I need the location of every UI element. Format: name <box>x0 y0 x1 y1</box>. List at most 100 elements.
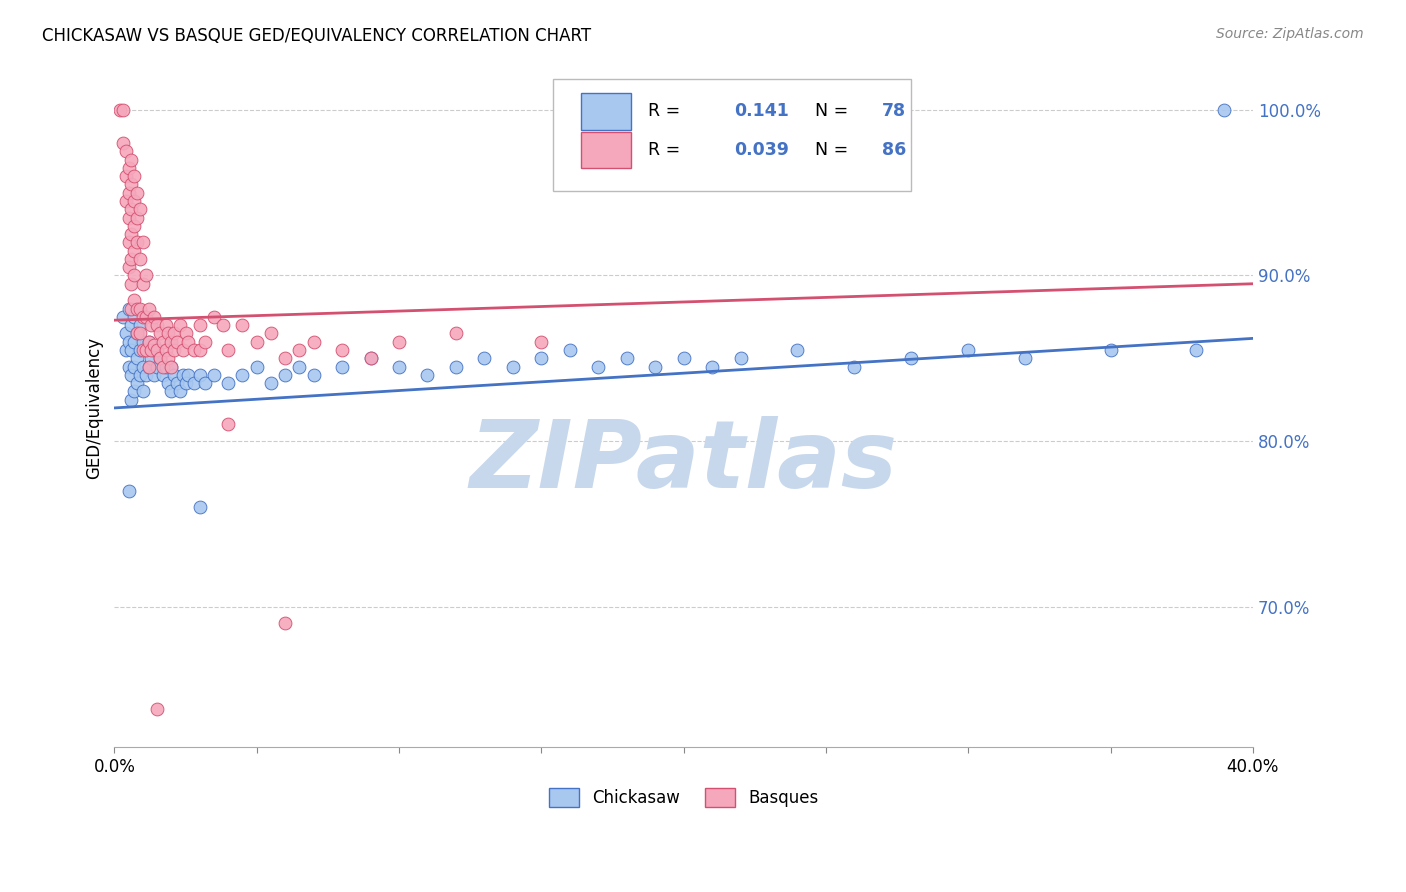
Point <box>132 384 155 399</box>
Point <box>330 359 353 374</box>
Point <box>124 384 146 399</box>
Point <box>160 334 183 349</box>
Point <box>127 351 149 366</box>
Point <box>132 334 155 349</box>
Point <box>135 268 157 283</box>
Text: R =: R = <box>648 103 692 120</box>
Point <box>188 343 211 357</box>
Point <box>1185 343 1208 357</box>
Point <box>117 483 139 498</box>
Point <box>157 326 180 341</box>
Point <box>149 351 172 366</box>
Point <box>129 326 152 341</box>
Point <box>121 368 143 382</box>
FancyBboxPatch shape <box>581 132 631 169</box>
Point <box>155 359 177 374</box>
Point <box>143 368 166 382</box>
Point <box>121 153 143 167</box>
Point <box>127 301 149 316</box>
Point <box>644 359 666 374</box>
Point <box>388 334 411 349</box>
Text: 86: 86 <box>882 141 905 159</box>
Text: 78: 78 <box>882 103 905 120</box>
Point <box>146 359 169 374</box>
Text: N =: N = <box>804 103 853 120</box>
Text: Source: ZipAtlas.com: Source: ZipAtlas.com <box>1216 27 1364 41</box>
Point <box>127 326 149 341</box>
Point <box>188 368 211 382</box>
Point <box>1099 343 1122 357</box>
Point <box>114 343 136 357</box>
Point <box>302 368 325 382</box>
Point <box>188 500 211 515</box>
Point <box>474 351 496 366</box>
Point <box>246 334 269 349</box>
Point <box>138 359 160 374</box>
Point <box>135 343 157 357</box>
Point <box>138 334 160 349</box>
Point <box>672 351 695 366</box>
Point <box>111 310 134 324</box>
Point <box>444 359 467 374</box>
Point <box>129 202 152 217</box>
Point <box>114 194 136 208</box>
Point <box>108 103 131 117</box>
Point <box>1213 103 1236 117</box>
Point <box>231 318 253 333</box>
Point <box>114 326 136 341</box>
Point <box>302 334 325 349</box>
Text: 0.039: 0.039 <box>734 141 789 159</box>
Point <box>616 351 638 366</box>
Point <box>117 260 139 275</box>
Point <box>530 351 553 366</box>
Point <box>149 326 172 341</box>
Point <box>177 334 200 349</box>
Point <box>117 334 139 349</box>
Point <box>117 211 139 225</box>
Point <box>124 334 146 349</box>
Point <box>129 368 152 382</box>
Point <box>416 368 439 382</box>
Point <box>124 194 146 208</box>
Point <box>188 318 211 333</box>
Point <box>530 334 553 349</box>
Point <box>138 359 160 374</box>
Text: ZIPatlas: ZIPatlas <box>470 417 897 508</box>
Point <box>124 359 146 374</box>
Point <box>444 326 467 341</box>
Point <box>700 359 723 374</box>
Point <box>121 227 143 241</box>
Point <box>288 343 311 357</box>
Point <box>360 351 382 366</box>
Text: CHICKASAW VS BASQUE GED/EQUIVALENCY CORRELATION CHART: CHICKASAW VS BASQUE GED/EQUIVALENCY CORR… <box>42 27 592 45</box>
Point <box>138 301 160 316</box>
Point <box>129 252 152 266</box>
Point <box>143 343 166 357</box>
Point <box>558 343 581 357</box>
Point <box>217 417 239 432</box>
Point <box>114 169 136 183</box>
Point <box>111 103 134 117</box>
Point <box>274 351 297 366</box>
Point <box>141 343 163 357</box>
Y-axis label: GED/Equivalency: GED/Equivalency <box>86 337 103 479</box>
Point <box>152 359 174 374</box>
Point <box>152 368 174 382</box>
Point <box>138 334 160 349</box>
Point <box>146 343 169 357</box>
Point <box>163 343 186 357</box>
FancyBboxPatch shape <box>581 93 631 129</box>
Point <box>141 351 163 366</box>
Point <box>124 293 146 308</box>
Point <box>114 145 136 159</box>
Point <box>129 343 152 357</box>
Point <box>129 318 152 333</box>
Point <box>957 343 980 357</box>
Point <box>135 368 157 382</box>
Point <box>160 359 183 374</box>
Point <box>143 338 166 352</box>
Point <box>172 343 194 357</box>
Point <box>183 376 205 390</box>
Point <box>169 318 191 333</box>
Point <box>211 318 233 333</box>
